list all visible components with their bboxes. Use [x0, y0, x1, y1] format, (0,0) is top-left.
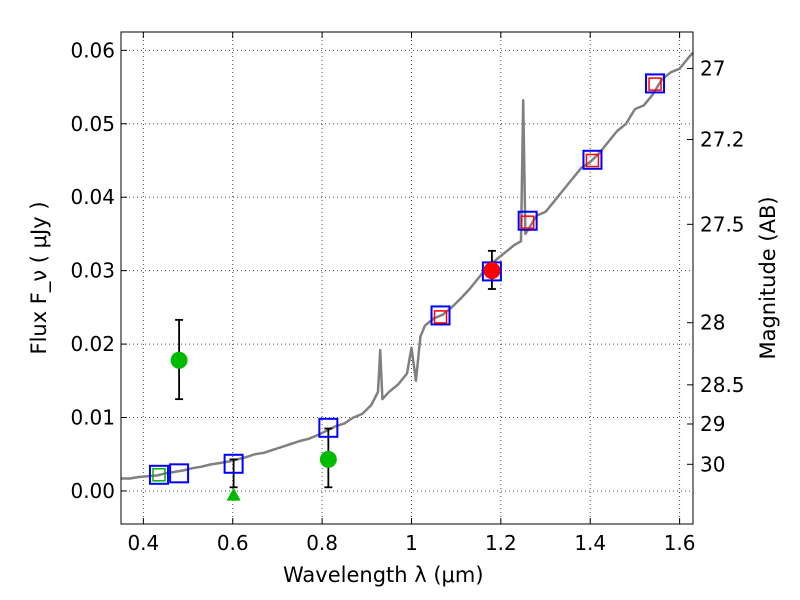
observed-point [170, 351, 188, 369]
y-tick-label: 0.02 [70, 332, 115, 356]
x-tick-label: 1.4 [574, 531, 606, 555]
inner-square-marker [520, 215, 535, 229]
x-tick-label: 0.6 [217, 531, 249, 555]
right-tick-label: 27 [700, 56, 725, 80]
y-axis-label-text: Flux F_ν ( μJy ) [27, 201, 52, 354]
y-tick-label: 0.01 [70, 406, 115, 430]
x-tick-label: 1 [405, 531, 418, 555]
inner-square-marker [152, 468, 166, 482]
model-photometry-square [148, 464, 169, 485]
x-tick-label: 1.2 [485, 531, 517, 555]
model-photometry-square [223, 453, 244, 474]
x-tick-label: 1.6 [664, 531, 696, 555]
model-photometry-square [645, 73, 666, 94]
plot-area [121, 51, 694, 501]
grid-lines [121, 32, 693, 524]
inner-square-marker [585, 153, 600, 168]
inner-square-marker [648, 77, 662, 91]
model-spectrum-line [121, 51, 694, 480]
right-tick-label: 28 [700, 311, 725, 335]
upper-limit-triangle [226, 487, 241, 501]
y-tick-label: 0.04 [70, 185, 115, 209]
model-photometry-square [430, 305, 451, 326]
right-tick-label: 28.5 [700, 373, 745, 397]
plot-frame [120, 31, 694, 525]
model-photometry-square [582, 149, 603, 170]
y-tick-label: 0.05 [70, 112, 115, 136]
model-photometry-square [169, 463, 190, 484]
model-photometry-square [318, 417, 339, 438]
y-tick-label: 0.06 [70, 38, 115, 62]
y-tick-label: 0.00 [70, 479, 115, 503]
right-axis-label: Magnitude (AB) [756, 196, 780, 359]
observed-point [483, 262, 501, 280]
x-tick-label: 0.8 [306, 531, 338, 555]
model-photometry-square [517, 210, 538, 231]
x-axis-label: Wavelength λ (μm) [283, 563, 484, 587]
right-tick-label: 27.2 [700, 128, 745, 152]
y-axis-label: Flux F_ν ( μJy ) [27, 201, 52, 354]
x-tick-label: 0.4 [127, 531, 159, 555]
right-tick-label: 30 [700, 452, 725, 476]
y-tick-label: 0.03 [70, 259, 115, 283]
right-tick-label: 27.5 [700, 212, 745, 236]
inner-square-marker [433, 310, 448, 324]
right-tick-label: 29 [700, 412, 725, 436]
right-axis-label-text: Magnitude (AB) [756, 196, 780, 359]
axis-ticks: 0.4 0.6 0.8 1 1.2 1.4 1.6 0.00 0.01 0.02 0.03 0.04 0… [70, 32, 745, 555]
observed-point [319, 450, 337, 468]
